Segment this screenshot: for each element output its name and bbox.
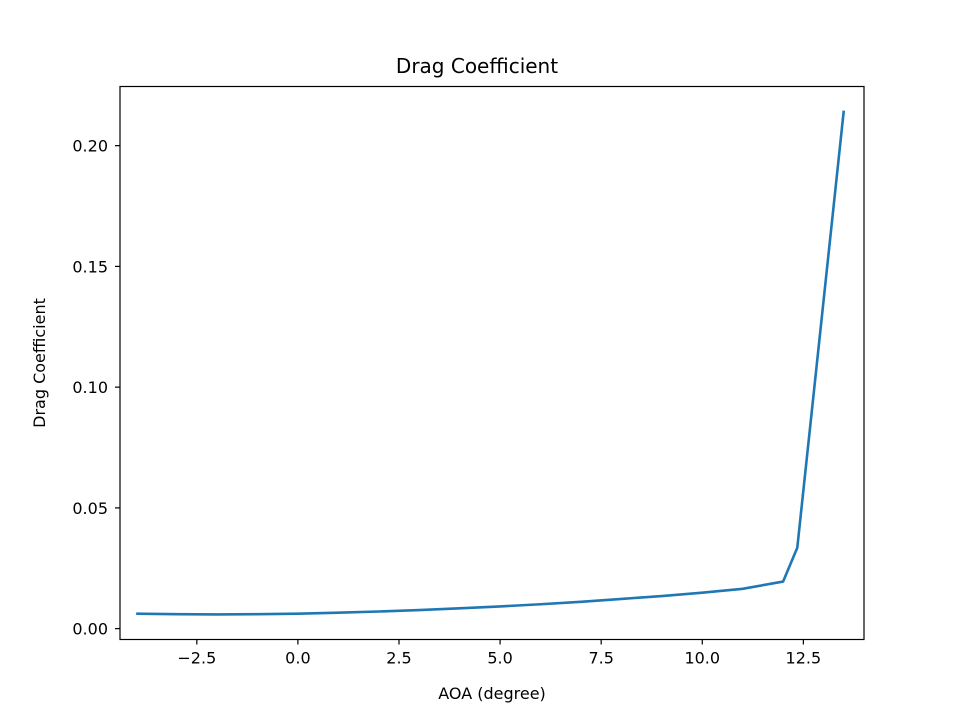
y-tick-label: 0.15	[72, 257, 108, 276]
x-tick-label: 7.5	[588, 649, 613, 668]
y-axis-label: Drag Coefficient	[30, 298, 49, 428]
x-tick-label: 10.0	[684, 649, 720, 668]
y-tick-label: 0.20	[72, 137, 108, 156]
chart-title: Drag Coefficient	[396, 54, 558, 78]
axes-frame	[119, 85, 865, 641]
x-tick-label: 0.0	[285, 649, 310, 668]
x-tick-label: 2.5	[386, 649, 411, 668]
plot-area	[136, 110, 846, 616]
x-axis-label: AOA (degree)	[438, 684, 546, 703]
x-tick-label: 12.5	[786, 649, 822, 668]
x-axis-ticks: −2.5 0.0 2.5 5.0 7.5 10.0 12.5	[177, 639, 822, 668]
y-tick-label: 0.05	[72, 499, 108, 518]
series-line-0	[136, 110, 846, 616]
y-tick-label: 0.10	[72, 378, 108, 397]
y-axis-ticks: 0.00 0.05 0.10 0.15 0.20	[72, 137, 120, 639]
y-tick-label: 0.00	[72, 620, 108, 639]
x-tick-label: −2.5	[177, 649, 216, 668]
x-tick-label: 5.0	[487, 649, 512, 668]
